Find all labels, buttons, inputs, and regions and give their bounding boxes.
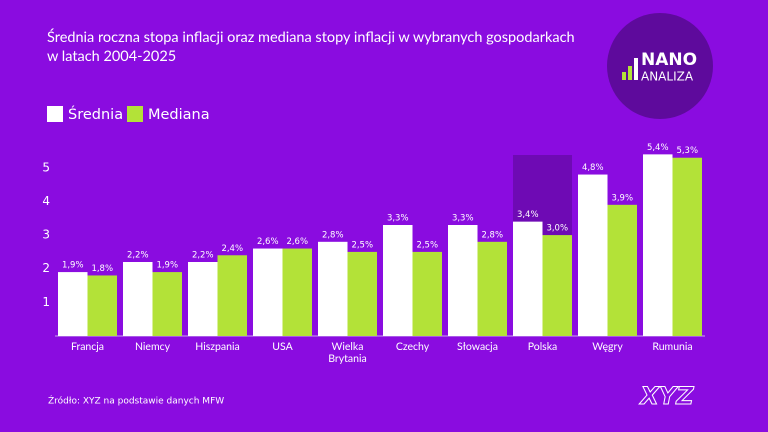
bar bbox=[123, 262, 153, 336]
value-label: 2,8% bbox=[481, 230, 503, 240]
bar bbox=[318, 241, 348, 336]
bar bbox=[542, 235, 572, 336]
brand: XYZ bbox=[638, 382, 694, 410]
y-tick-label: 2 bbox=[42, 261, 50, 275]
x-tick-label: USA bbox=[272, 341, 293, 353]
legend-label: Mediana bbox=[148, 107, 210, 123]
x-tick-label: Francja bbox=[70, 341, 105, 353]
bar bbox=[87, 275, 117, 336]
value-label: 2,2% bbox=[192, 251, 214, 261]
y-tick-label: 4 bbox=[42, 194, 50, 208]
legend-swatch bbox=[127, 106, 143, 122]
bar bbox=[347, 251, 377, 336]
x-tick-label: Słowacja bbox=[457, 341, 498, 353]
logo-bars bbox=[622, 58, 638, 80]
value-label: 3,9% bbox=[611, 193, 633, 203]
y-tick-label: 3 bbox=[42, 228, 50, 242]
y-tick-label: 5 bbox=[42, 160, 50, 174]
x-tick-label: Polska bbox=[527, 341, 558, 353]
value-label: 2,8% bbox=[322, 230, 344, 240]
logo-circle bbox=[607, 13, 713, 119]
logo-top: NANO bbox=[641, 50, 697, 70]
value-label: 1,9% bbox=[156, 261, 178, 271]
x-tick-label: Wielka Brytania bbox=[328, 341, 367, 365]
legend-swatch bbox=[47, 106, 63, 122]
legend-label: Średnia bbox=[68, 105, 123, 123]
bar bbox=[217, 255, 247, 336]
x-tick-label: Czechy bbox=[395, 341, 430, 353]
value-label: 5,3% bbox=[676, 146, 698, 156]
bar bbox=[607, 204, 637, 336]
value-label: 3,0% bbox=[546, 224, 568, 234]
bar bbox=[282, 248, 312, 336]
value-label: 2,6% bbox=[257, 237, 279, 247]
bar bbox=[477, 241, 507, 336]
value-label: 3,4% bbox=[517, 210, 539, 220]
value-label: 3,3% bbox=[387, 214, 409, 224]
logo-bottom: ANALIZA bbox=[641, 70, 694, 84]
value-label: 1,8% bbox=[91, 264, 113, 274]
value-label: 1,9% bbox=[62, 261, 84, 271]
bar bbox=[152, 272, 182, 336]
y-tick-label: 1 bbox=[42, 295, 50, 309]
value-label: 3,3% bbox=[452, 214, 474, 224]
x-tick-label: Hiszpania bbox=[195, 341, 240, 353]
bar bbox=[188, 262, 218, 336]
x-tick-label: Niemcy bbox=[134, 341, 171, 353]
value-label: 5,4% bbox=[647, 143, 669, 153]
value-label: 2,6% bbox=[286, 237, 308, 247]
bar bbox=[253, 248, 283, 336]
chart-title: Średnia roczna stopa inflacji oraz media… bbox=[47, 29, 575, 65]
bar bbox=[672, 157, 702, 336]
value-label: 2,4% bbox=[221, 244, 243, 254]
x-tick-label: Rumunia bbox=[652, 341, 693, 353]
bar bbox=[578, 174, 608, 336]
value-label: 2,2% bbox=[127, 251, 149, 261]
value-label: 2,5% bbox=[351, 240, 373, 250]
source: Źródło: XYZ na podstawie danych MFW bbox=[48, 395, 224, 407]
bar bbox=[448, 225, 478, 336]
bar bbox=[58, 272, 88, 336]
bar bbox=[412, 251, 442, 336]
x-tick-label: Węgry bbox=[592, 341, 623, 353]
bar bbox=[513, 221, 543, 336]
value-label: 2,5% bbox=[416, 240, 438, 250]
value-label: 4,8% bbox=[582, 163, 604, 173]
bar bbox=[643, 154, 673, 336]
bar bbox=[383, 225, 413, 336]
